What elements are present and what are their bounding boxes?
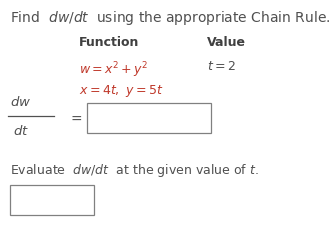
- Text: Function: Function: [79, 36, 139, 49]
- Text: Evaluate  $dw/dt$  at the given value of $t$.: Evaluate $dw/dt$ at the given value of $…: [10, 162, 259, 179]
- Text: $x = 4t,\ y = 5t$: $x = 4t,\ y = 5t$: [79, 83, 163, 99]
- Text: $w = x^2 + y^2$: $w = x^2 + y^2$: [79, 60, 148, 80]
- Text: $dt$: $dt$: [13, 123, 29, 138]
- Text: $dw$: $dw$: [10, 95, 31, 109]
- Text: $t = 2$: $t = 2$: [207, 60, 236, 73]
- Text: Value: Value: [207, 36, 246, 49]
- FancyBboxPatch shape: [87, 103, 211, 133]
- FancyBboxPatch shape: [10, 185, 94, 215]
- Text: Find  $dw/dt$  using the appropriate Chain Rule.: Find $dw/dt$ using the appropriate Chain…: [10, 9, 329, 27]
- Text: =: =: [71, 113, 82, 127]
